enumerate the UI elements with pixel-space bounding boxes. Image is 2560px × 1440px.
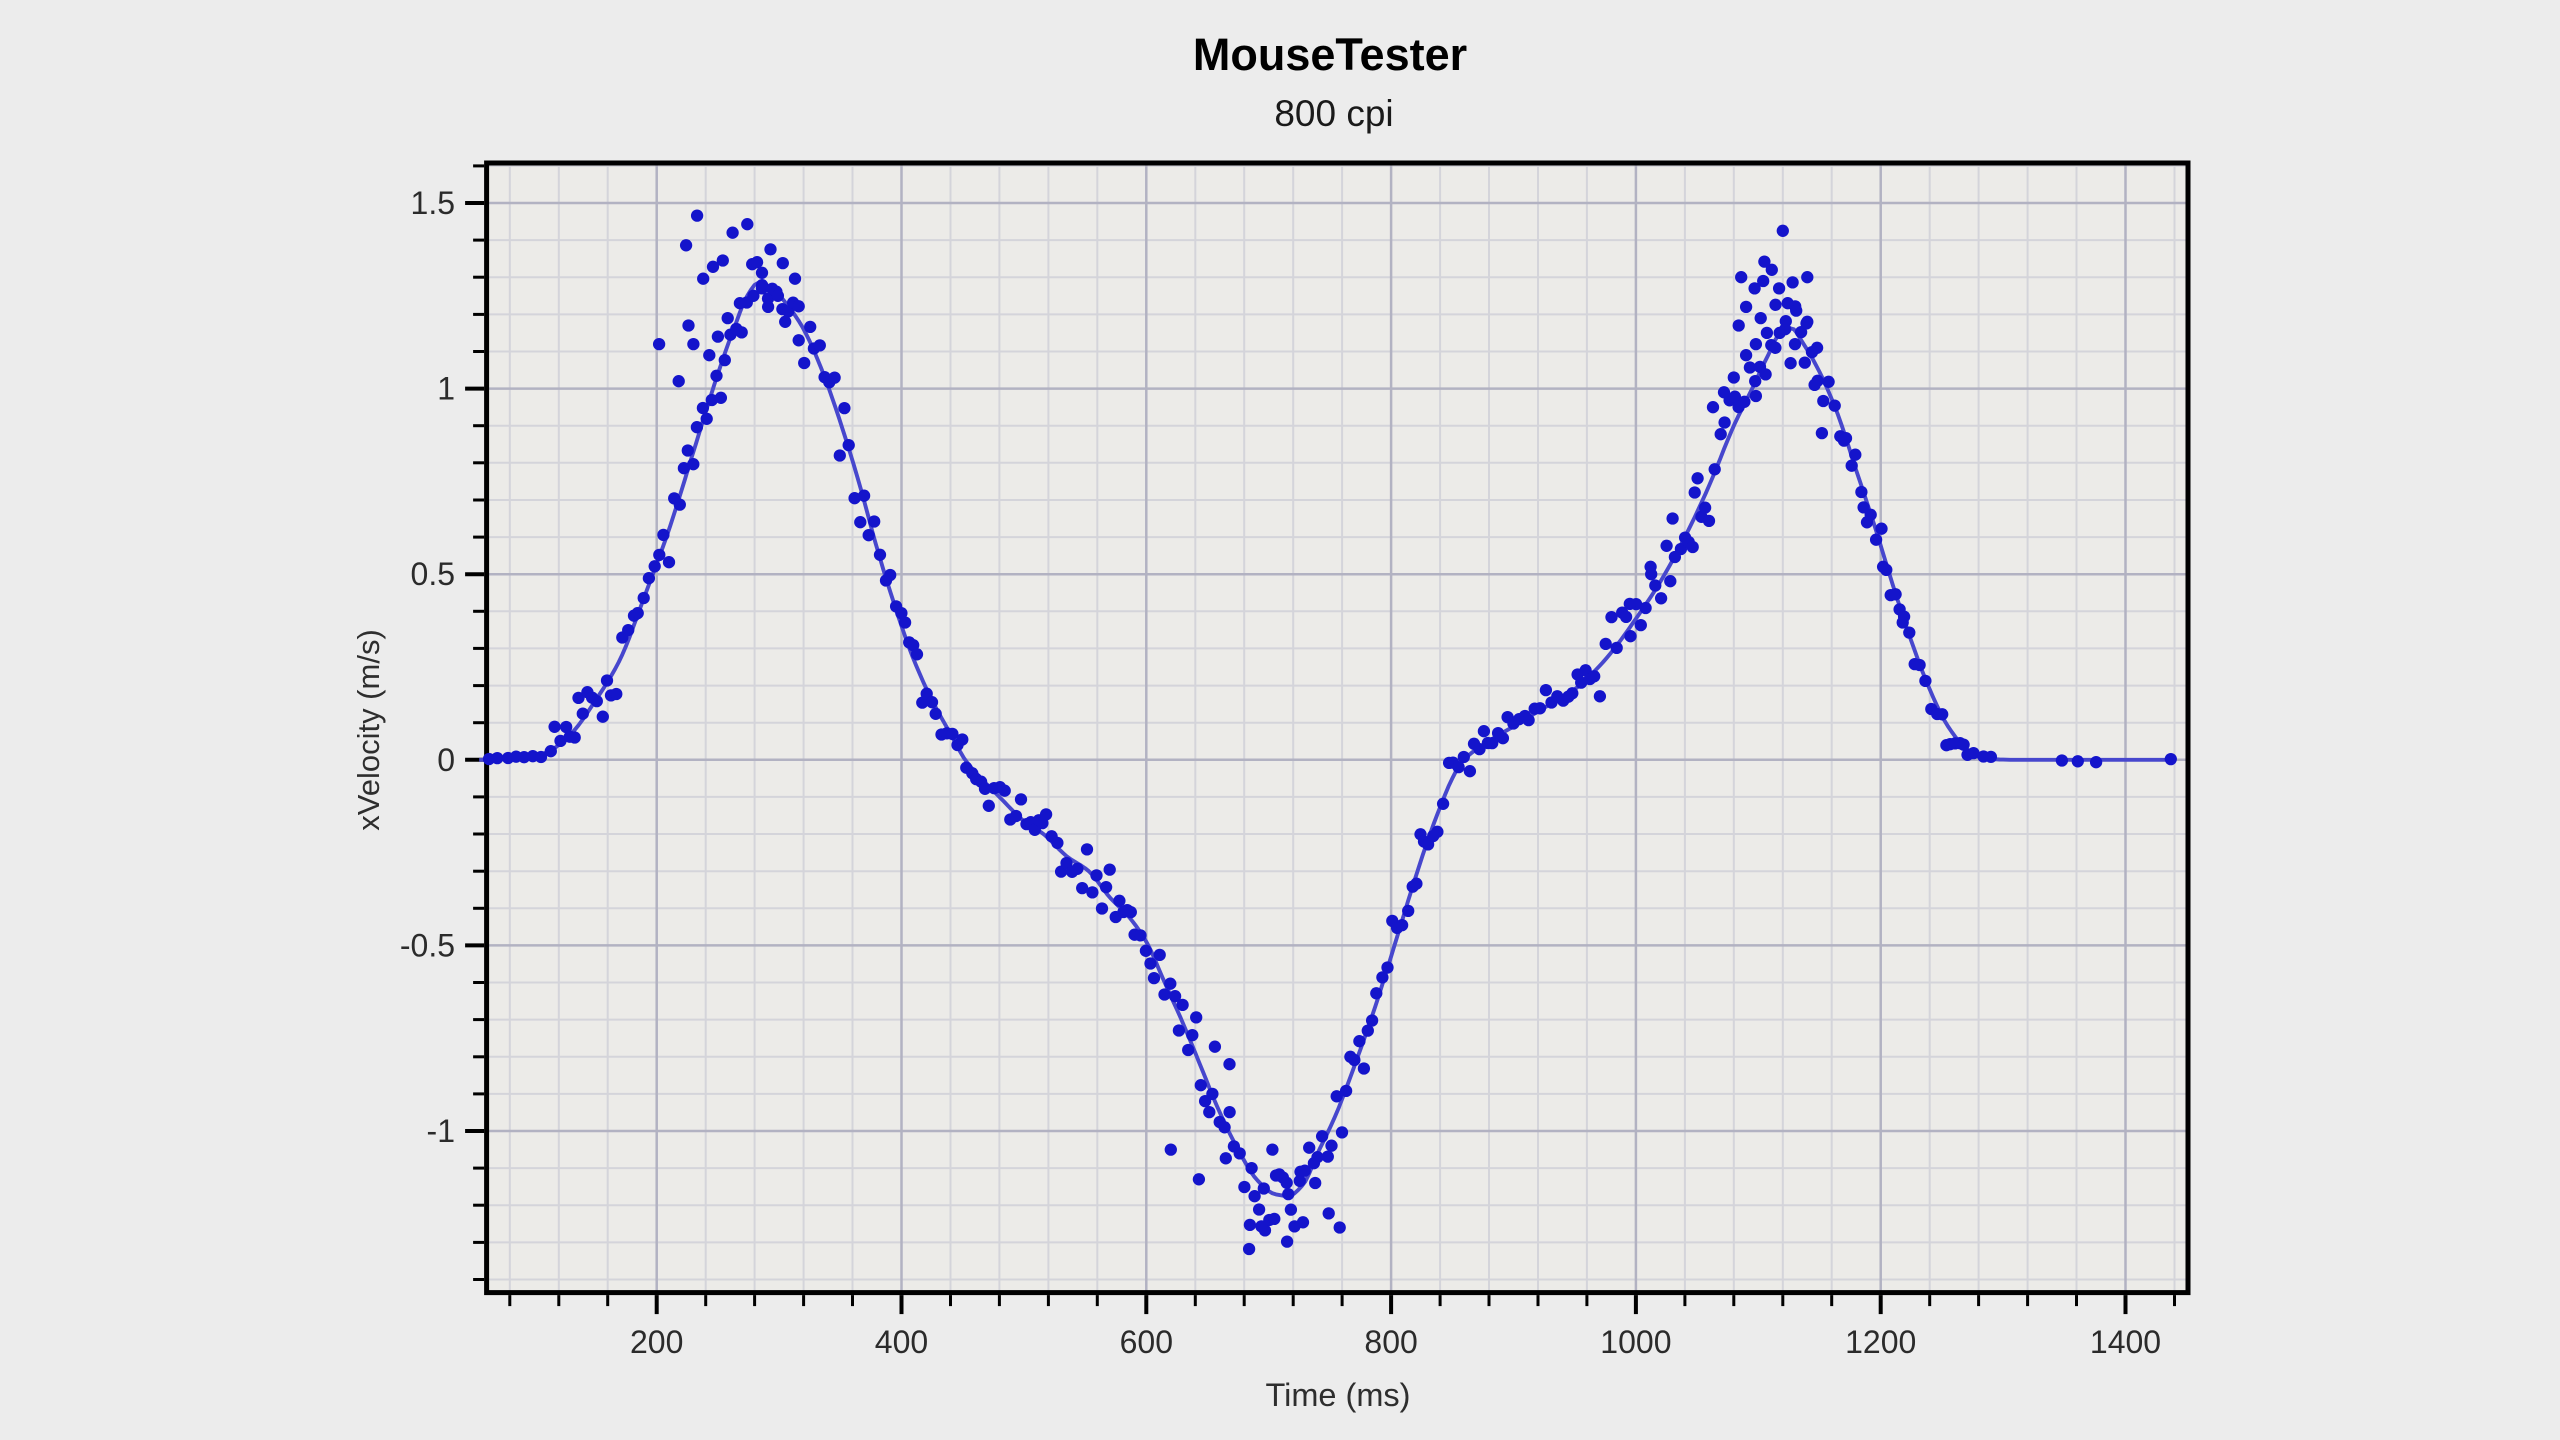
svg-text:400: 400 xyxy=(875,1324,928,1360)
svg-text:1400: 1400 xyxy=(2090,1324,2161,1360)
svg-text:xVelocity (m/s): xVelocity (m/s) xyxy=(351,629,386,831)
svg-text:600: 600 xyxy=(1120,1324,1173,1360)
svg-text:0: 0 xyxy=(437,742,455,778)
svg-text:800 cpi: 800 cpi xyxy=(1274,93,1393,134)
svg-text:1: 1 xyxy=(437,371,455,407)
svg-text:1000: 1000 xyxy=(1600,1324,1671,1360)
svg-text:1.5: 1.5 xyxy=(411,185,455,221)
svg-text:-1: -1 xyxy=(427,1113,455,1149)
svg-text:1200: 1200 xyxy=(1845,1324,1916,1360)
svg-text:800: 800 xyxy=(1364,1324,1417,1360)
svg-text:-0.5: -0.5 xyxy=(400,927,455,963)
svg-text:200: 200 xyxy=(630,1324,683,1360)
svg-text:0.5: 0.5 xyxy=(411,556,455,592)
svg-text:Time (ms): Time (ms) xyxy=(1265,1377,1410,1413)
svg-text:MouseTester: MouseTester xyxy=(1193,29,1467,80)
